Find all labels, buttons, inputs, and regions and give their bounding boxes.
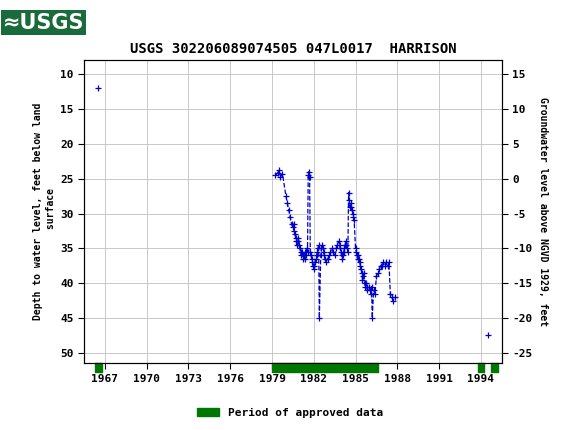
Y-axis label: Groundwater level above NGVD 1929, feet: Groundwater level above NGVD 1929, feet bbox=[538, 97, 548, 326]
Title: USGS 302206089074505 047L0017  HARRISON: USGS 302206089074505 047L0017 HARRISON bbox=[129, 42, 456, 56]
Y-axis label: Depth to water level, feet below land
 surface: Depth to water level, feet below land su… bbox=[33, 103, 56, 320]
Legend: Period of approved data: Period of approved data bbox=[193, 403, 387, 422]
Text: ≈USGS: ≈USGS bbox=[3, 12, 85, 33]
